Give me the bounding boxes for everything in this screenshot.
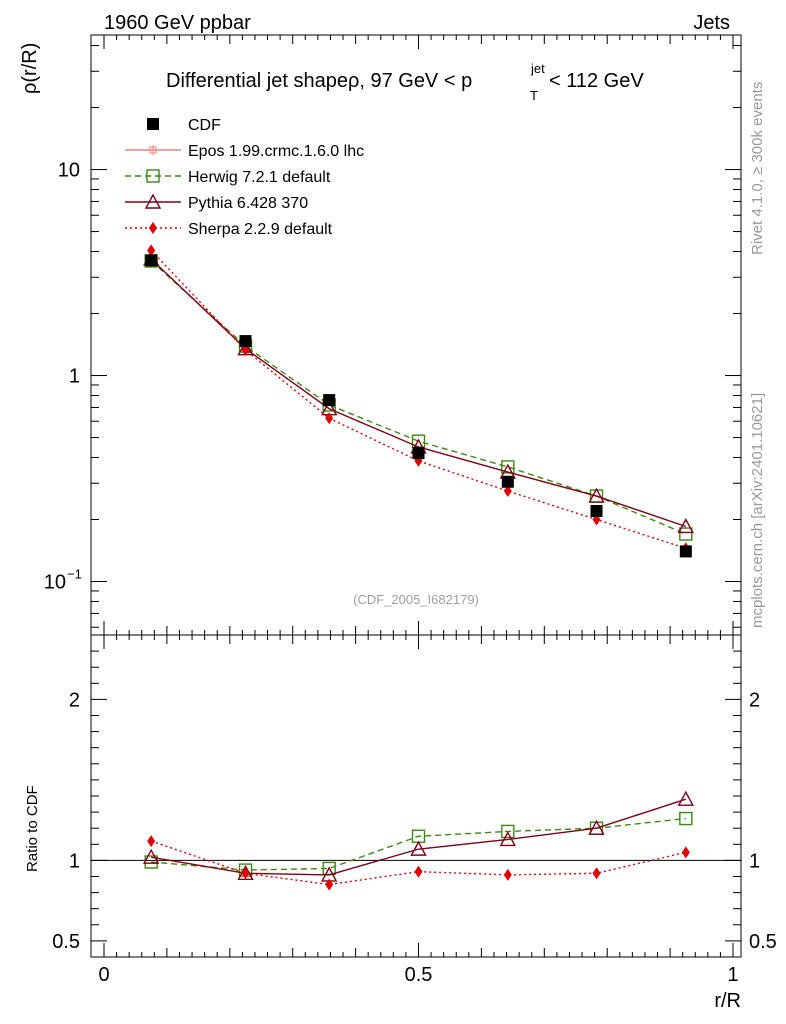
ratio-point-sherpa [414, 865, 423, 878]
y-tick-label: 10 [44, 572, 66, 594]
legend: CDF Epos 1.99.crmc.1.6.0 lhc Herwig 7.2.1 … [125, 117, 364, 238]
legend-marker-cdf [147, 118, 159, 130]
y-tick-exponent: −1 [67, 567, 82, 582]
ratio-tick-label-left: 1 [69, 850, 80, 872]
y-tick-label: 10 [58, 160, 80, 182]
point-cdf [239, 335, 252, 348]
x-tick-label: 0.5 [405, 964, 433, 986]
header-process: 1960 GeV ppbar [104, 12, 251, 34]
chart-title-subscript: T [530, 88, 538, 103]
chart-title-main: Differential jet shapeρ, 97 GeV < p [166, 70, 472, 92]
chart-title-superscript: jet [530, 61, 545, 76]
series-line-pythia [150, 258, 687, 528]
legend-marker-pythia [144, 193, 162, 209]
ratio-point-sherpa [681, 846, 690, 859]
chart-title: Differential jet shapeρ, 97 GeV < p [166, 70, 472, 92]
ratio-line-herwig [151, 817, 686, 871]
ratio-tick-label-right: 0.5 [749, 931, 777, 953]
x-tick-label: 0 [98, 964, 109, 986]
ratio-point-sherpa [503, 868, 512, 881]
ratio-point-sherpa [592, 867, 601, 880]
ratio-tick-label-right: 1 [749, 850, 760, 872]
y-axis-label: ρ(r/R) [19, 43, 41, 94]
source-label: mcplots.cern.ch [arXiv:2401.10621] [749, 393, 766, 628]
point-cdf [501, 475, 514, 488]
y-tick-label: 1 [69, 366, 80, 388]
ratio-tick-label-right: 2 [749, 689, 760, 711]
legend-marker-herwig [146, 169, 160, 183]
legend-label-pythia: Pythia 6.428 370 [188, 195, 308, 212]
series-line-sherpa [150, 249, 687, 549]
legend-marker-epos [148, 145, 158, 155]
ratio-point-pythia [677, 790, 694, 806]
ratio-point-pythia [588, 819, 605, 835]
point-pythia [588, 487, 605, 503]
point-sherpa [503, 485, 512, 498]
chart-title-suffix: < 112 GeV [549, 70, 644, 92]
ratio-tick-label-left: 0.5 [52, 931, 80, 953]
legend-label-herwig: Herwig 7.2.1 default [188, 169, 331, 186]
ratio-plot-frame [90, 634, 742, 958]
point-cdf [145, 254, 158, 267]
point-herwig [501, 460, 515, 474]
point-cdf [679, 545, 692, 558]
point-cdf [590, 504, 603, 517]
point-sherpa [147, 244, 156, 257]
point-cdf [323, 394, 336, 407]
analysis-id-label: (CDF_2005_I682179) [353, 592, 479, 607]
legend-label-cdf: CDF [188, 117, 221, 134]
point-cdf [412, 447, 425, 460]
point-pythia [677, 518, 694, 534]
ratio-point-pythia [499, 830, 516, 847]
point-herwig [679, 527, 693, 541]
ratio-axis-label: Ratio to CDF [24, 785, 41, 872]
ratio-point-sherpa [241, 867, 250, 880]
header-category: Jets [693, 12, 730, 34]
x-axis-label: r/R [714, 990, 741, 1012]
ratio-line-sherpa [150, 840, 686, 886]
x-tick-label: 1 [727, 964, 738, 986]
series-layer [143, 244, 694, 891]
point-sherpa [325, 412, 334, 425]
ratio-point-pythia [410, 840, 427, 856]
ratio-tick-label-left: 2 [69, 689, 80, 711]
ratio-point-pythia [143, 848, 160, 864]
series-line-herwig [150, 260, 687, 535]
ratio-line-pythia [151, 798, 687, 876]
rivet-version-label: Rivet 4.1.0, ≥ 300k events [749, 82, 766, 255]
ratio-point-herwig [501, 824, 515, 839]
legend-label-epos: Epos 1.99.crmc.1.6.0 lhc [188, 143, 364, 160]
legend-marker-sherpa [149, 222, 157, 234]
legend-label-sherpa: Sherpa 2.2.9 default [188, 221, 333, 238]
ratio-point-herwig [679, 811, 693, 826]
ratio-point-sherpa [147, 835, 156, 848]
ratio-point-sherpa [325, 878, 334, 891]
